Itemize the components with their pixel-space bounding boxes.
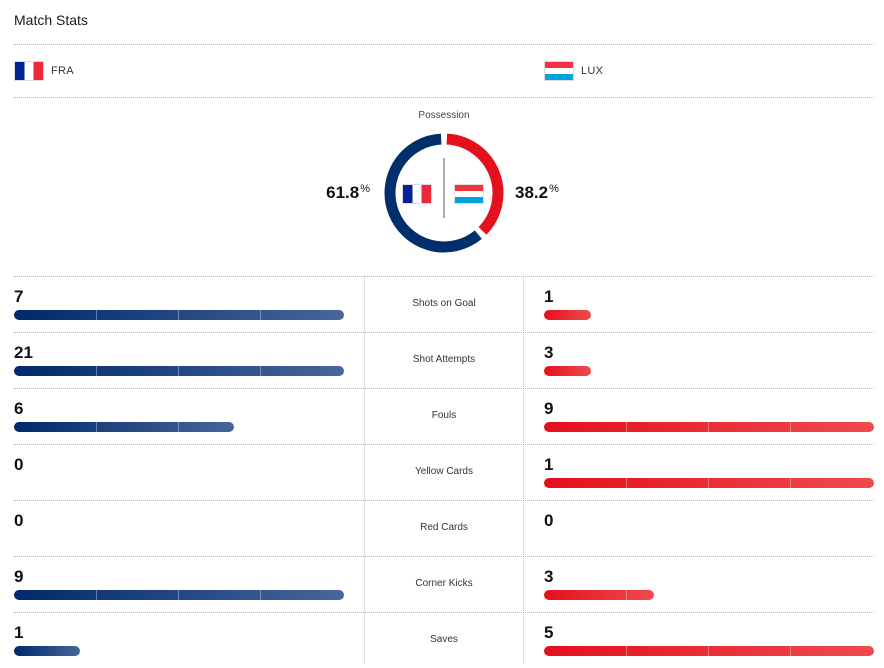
away-team-abbr: LUX: [581, 65, 604, 77]
away-stat-bar: [544, 310, 592, 320]
away-stat-value: 3: [544, 343, 554, 362]
page-title: Match Stats: [14, 12, 88, 28]
possession-donut: [384, 133, 504, 253]
divider: [14, 612, 874, 613]
away-stat-bar: [544, 646, 874, 656]
france-flag-icon: [402, 184, 432, 204]
away-team: LUX: [544, 61, 603, 81]
home-stat-bar: [14, 646, 80, 656]
stat-label: Yellow Cards: [415, 466, 473, 477]
stat-row: 6 Fouls 9: [14, 388, 874, 444]
stat-row: 21 Shot Attempts 3: [14, 332, 874, 388]
france-flag-icon: [14, 61, 44, 81]
home-stat-value: 7: [14, 287, 24, 306]
home-stat-bar: [14, 422, 235, 432]
luxembourg-flag-icon: [454, 184, 484, 204]
divider: [14, 276, 874, 277]
stat-label: Shots on Goal: [412, 298, 476, 309]
home-stat-bar: [14, 366, 344, 376]
home-stat-value: 0: [14, 511, 24, 530]
stat-label: Shot Attempts: [412, 354, 476, 365]
possession-label: Possession: [418, 110, 470, 121]
home-stat-value: 21: [14, 343, 33, 362]
away-possession-value: 38.2%: [515, 183, 559, 202]
away-stat-bar: [544, 366, 592, 376]
divider: [14, 556, 874, 557]
divider: [14, 332, 874, 333]
stat-label: Red Cards: [420, 522, 468, 533]
home-team: FRA: [14, 61, 74, 81]
stat-row: 0 Yellow Cards 1: [14, 444, 874, 500]
stat-label: Saves: [430, 634, 458, 645]
away-stat-value: 3: [544, 567, 554, 586]
stat-label: Corner Kicks: [415, 578, 473, 589]
away-stat-value: 0: [544, 511, 554, 530]
home-stat-bar: [14, 310, 344, 320]
luxembourg-flag-icon: [544, 61, 574, 81]
home-stat-bar: [14, 590, 344, 600]
away-stat-bar: [544, 422, 874, 432]
divider: [14, 97, 874, 98]
divider: [14, 388, 874, 389]
stat-row: 1 Saves 5: [14, 612, 874, 668]
column-divider: [364, 276, 365, 663]
home-stat-value: 9: [14, 567, 24, 586]
stat-row: 7 Shots on Goal 1: [14, 276, 874, 332]
away-stat-value: 1: [544, 455, 554, 474]
home-stat-value: 0: [14, 455, 24, 474]
home-possession-arc: [384, 133, 482, 253]
divider: [14, 444, 874, 445]
away-stat-value: 5: [544, 623, 554, 642]
home-possession-value: 61.8%: [326, 183, 370, 202]
away-possession-arc: [446, 133, 504, 235]
away-stat-bar: [544, 590, 654, 600]
away-stat-value: 1: [544, 287, 554, 306]
stat-label: Fouls: [431, 410, 457, 421]
stat-row: 9 Corner Kicks 3: [14, 556, 874, 612]
home-team-abbr: FRA: [51, 65, 74, 77]
home-stat-value: 6: [14, 399, 24, 418]
divider: [14, 500, 874, 501]
home-stat-value: 1: [14, 623, 24, 642]
away-stat-bar: [544, 478, 874, 488]
away-stat-value: 9: [544, 399, 554, 418]
column-divider: [523, 276, 524, 663]
divider: [14, 44, 874, 45]
stat-row: 0 Red Cards 0: [14, 500, 874, 556]
